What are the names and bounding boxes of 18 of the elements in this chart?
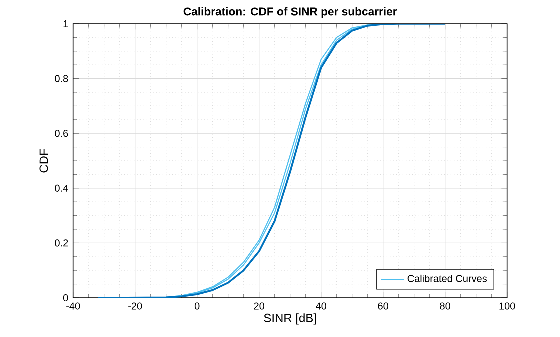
x-tick-label: 0 [194, 302, 200, 310]
chart-title: Calibration: CDF of SINR per subcarrier [184, 7, 398, 18]
x-tick-label: 40 [316, 302, 326, 310]
y-tick-label: 0.8 [55, 75, 68, 82]
y-tick-label: 0.4 [55, 184, 68, 192]
y-tick-label: 0 [63, 294, 68, 302]
x-tick-label: 60 [378, 302, 388, 310]
x-tick-label: 100 [500, 302, 516, 310]
x-tick-label: -20 [128, 302, 142, 310]
y-tick-label: 0.6 [55, 130, 68, 138]
y-tick-label: 1 [64, 20, 68, 28]
x-tick-label: 20 [254, 302, 264, 310]
y-tick-label: 0.2 [55, 240, 68, 247]
x-tick-label: -40 [66, 302, 80, 310]
x-tick-label: 80 [440, 302, 450, 310]
legend-label: Calibrated Curves [408, 274, 487, 282]
y-axis-title: CDF [40, 149, 48, 173]
x-axis-title: SINR [dB] [264, 314, 316, 325]
